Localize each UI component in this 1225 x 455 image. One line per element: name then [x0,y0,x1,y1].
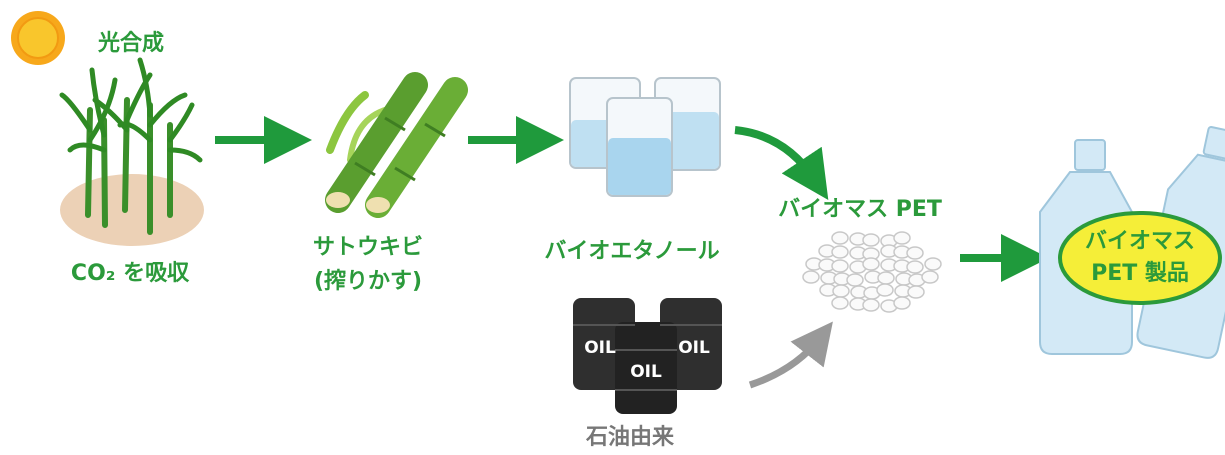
beakers-part [608,138,671,195]
arrow [750,338,820,385]
sugarcane-stalks-part [326,192,350,208]
pellets-part [894,232,910,244]
biomass-pet-label: バイオマス PET [778,197,942,222]
product-badge [1060,213,1220,303]
sugarcane-plants-part [60,174,204,246]
arrow [735,130,815,180]
absorption-label: CO₂ を吸収 [71,261,190,286]
sugarcane-plants-part-part [170,150,200,160]
sugarcane-name: サトウキビ [313,235,423,260]
pellets-part [894,297,910,309]
sugarcane-plants-part-part [170,105,192,140]
product-line2: PET 製品 [1091,260,1189,286]
pellets-part [833,285,849,297]
petroleum-label: 石油由来 [585,425,675,450]
pellets-part [908,286,924,298]
product-line1: バイオマス [1085,229,1195,254]
pellets-part [847,274,863,286]
sugarcane-stalks [326,85,455,213]
sugarcane-stalks-part [330,95,365,150]
photosynthesis-label: 光合成 [97,31,164,56]
sugarcane-plants [60,60,204,246]
bottles-part-part [1203,126,1225,159]
pellets-part [907,247,923,259]
sugarcane-stalks-part [366,197,390,213]
pellets-part [878,272,894,284]
pellets-part [832,297,848,309]
pellets-part [832,260,848,272]
pellets-part [863,234,879,246]
sun-part [18,18,58,58]
pellets [803,232,941,312]
sugarcane-note: (搾りかす) [314,268,422,294]
sugarcane-plants-part [62,60,200,160]
pellets-part [925,258,941,270]
pellets-part [877,284,893,296]
pellets-part [922,271,938,283]
barrel-label: OIL [584,338,616,358]
bottles-part [1075,140,1105,170]
sun [11,11,65,65]
pellets-part [863,258,879,270]
page: 光合成 CO₂ を吸収 サトウキビ (搾りかす) バイオエタノール [0,0,1225,455]
barrel-label: OIL [630,362,662,382]
pellets-part [803,271,819,283]
pellets-part [907,261,923,273]
barrel-label: OIL [678,338,710,358]
diagram: 光合成 CO₂ を吸収 サトウキビ (搾りかす) バイオエタノール [0,0,1225,455]
sugarcane-plants-part-part [62,95,90,130]
pellets-part [863,299,879,311]
pellets-part [832,232,848,244]
sugarcane-plants-part-part [150,95,185,125]
beakers [570,78,720,196]
pellets-part [832,246,848,258]
bioethanol-label: バイオエタノール [544,239,719,264]
